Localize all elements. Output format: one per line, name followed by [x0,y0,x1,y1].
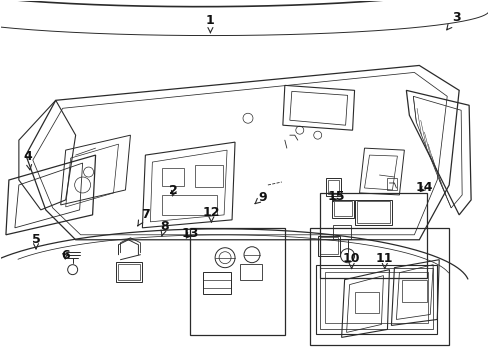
Bar [386,178,397,190]
Text: 1: 1 [205,14,214,33]
Bar [203,280,230,288]
Text: 10: 10 [342,252,360,269]
Bar [203,272,230,293]
Text: 8: 8 [160,220,168,236]
Bar [332,225,350,239]
Bar [195,165,223,187]
Text: 2: 2 [169,184,178,197]
Text: 14: 14 [415,181,432,194]
Text: 13: 13 [181,227,198,240]
Bar [240,264,262,280]
Bar [331,200,353,218]
Bar [319,237,337,254]
Text: 7: 7 [138,208,149,226]
Bar [324,272,427,323]
Bar [319,193,427,278]
Text: 3: 3 [446,12,460,30]
Text: 4: 4 [23,150,32,170]
Text: 6: 6 [61,249,69,262]
Bar [162,168,184,186]
Text: 15: 15 [326,190,344,203]
Bar [118,264,140,280]
Text: 12: 12 [202,206,220,222]
Bar [116,262,142,282]
Bar [190,228,285,336]
Bar [319,268,432,329]
Text: 9: 9 [255,191,266,204]
Bar [317,236,339,256]
Bar [402,280,427,302]
Text: 5: 5 [32,233,41,249]
Bar [354,200,392,225]
Bar [333,201,351,216]
Text: 11: 11 [375,252,393,269]
Bar [325,178,340,196]
Bar [327,180,338,194]
Bar [315,265,436,334]
Bar [309,228,448,345]
Bar [162,195,217,215]
Bar [354,292,379,314]
Bar [356,201,389,223]
